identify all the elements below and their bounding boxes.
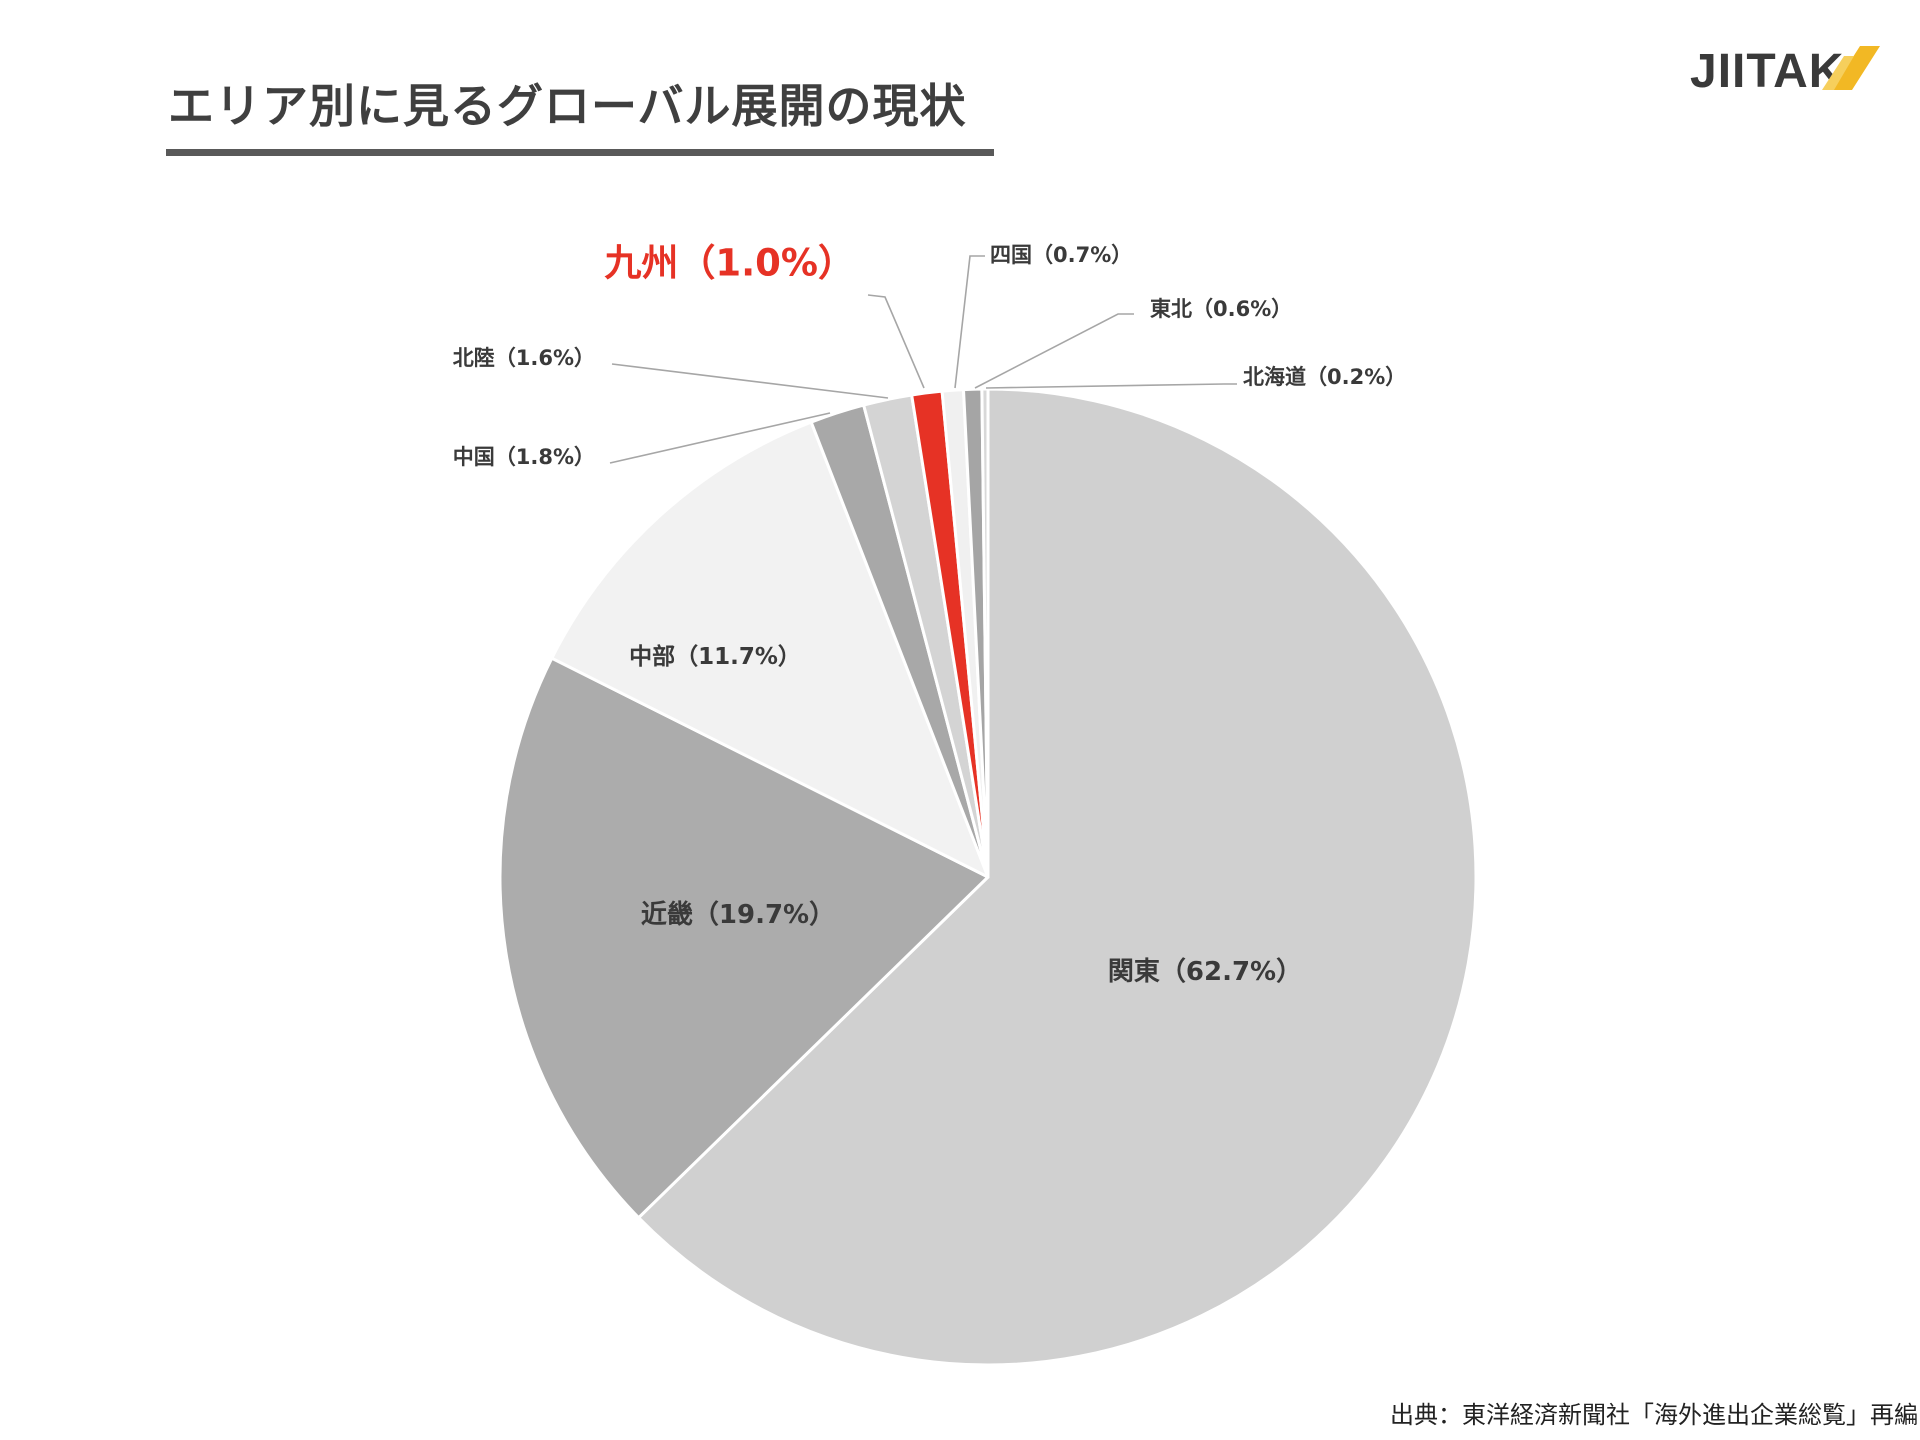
slice-label-8: 東北（0.6%） (1150, 297, 1292, 321)
source-note: 出典：東洋経済新聞社「海外進出企業総覧」再編 (1390, 1401, 1918, 1429)
logo-chevron-icon (1822, 46, 1880, 90)
pie-slice-3 (550, 420, 990, 879)
slice-label-4: 中国（1.8%） (453, 445, 595, 469)
leader-line-8 (974, 313, 1134, 389)
slice-label-9: 北海道（0.2%） (1243, 365, 1406, 389)
leader-line-5 (611, 363, 889, 399)
page-title: エリア別に見るグローバル展開の現状 (168, 79, 967, 133)
slice-label-7: 四国（0.7%） (990, 243, 1132, 267)
logo-text: JIITAK (1690, 45, 1845, 98)
slice-label-1: 関東（62.7%） (1108, 957, 1302, 987)
slice-label-2: 近畿（19.7%） (641, 900, 835, 930)
leader-line-6 (867, 294, 925, 389)
slice-label-5: 北陸（1.6%） (453, 346, 595, 370)
pie-slice-9 (980, 387, 990, 879)
slice-label-3: 中部（11.7%） (629, 643, 801, 670)
title-underline (166, 149, 994, 156)
pie-slice-2 (498, 656, 990, 1220)
pie-slice-1 (637, 387, 1478, 1367)
leader-line-7 (954, 255, 985, 389)
leader-line-9 (985, 383, 1237, 389)
leader-line-4 (609, 412, 831, 464)
jiitak-logo: JIITAK (1690, 40, 1890, 100)
slice-label-6: 九州（1.0%） (604, 242, 855, 285)
